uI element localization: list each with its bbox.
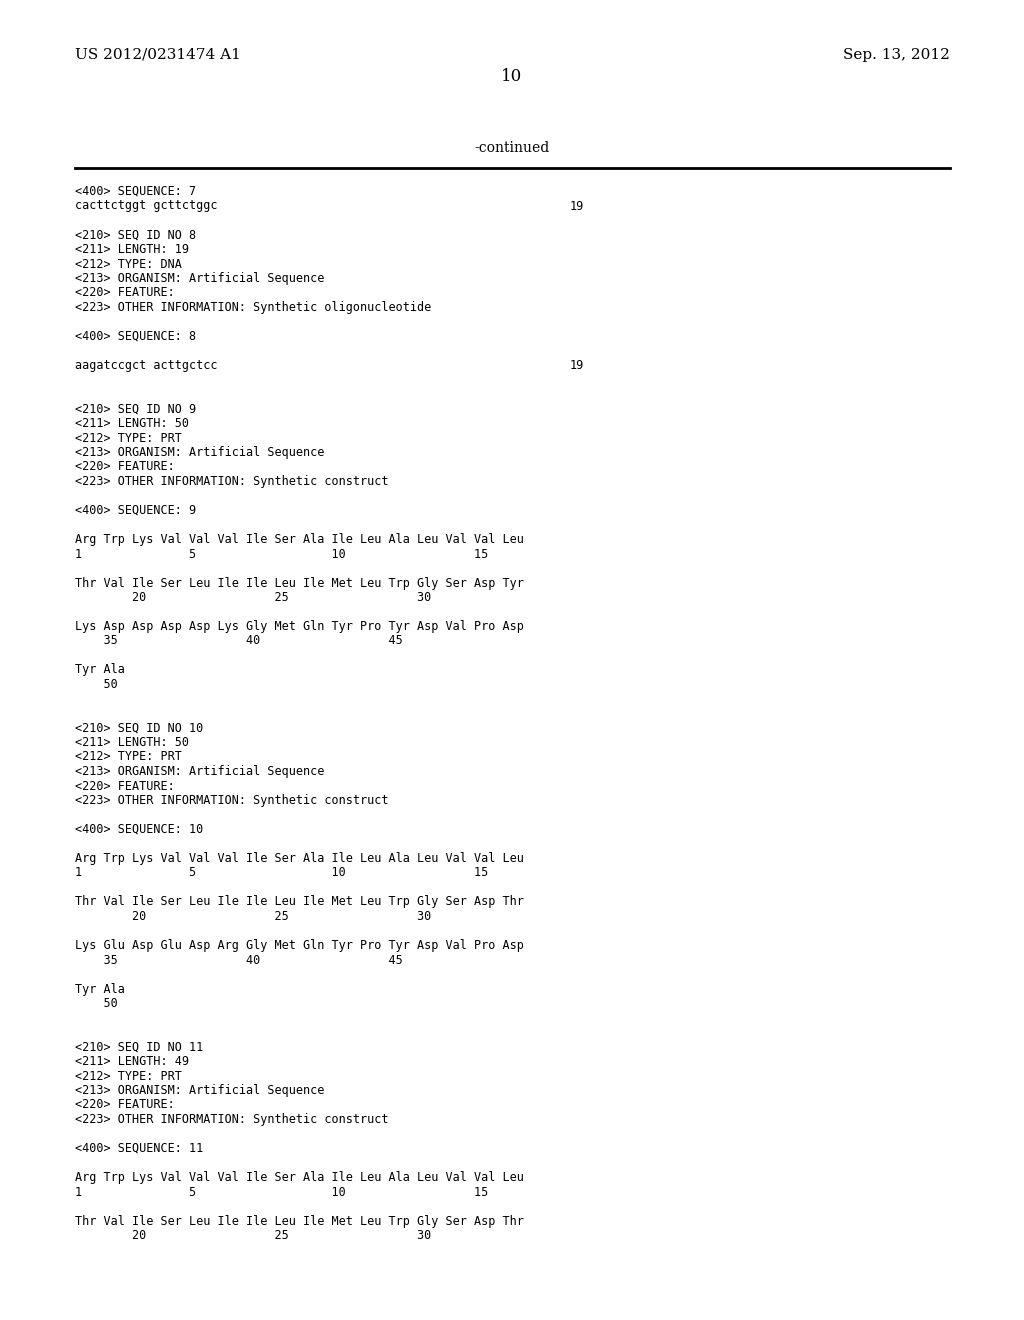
Text: <212> TYPE: DNA: <212> TYPE: DNA <box>75 257 182 271</box>
Text: <211> LENGTH: 50: <211> LENGTH: 50 <box>75 737 189 748</box>
Text: 50: 50 <box>75 678 118 690</box>
Text: <211> LENGTH: 50: <211> LENGTH: 50 <box>75 417 189 430</box>
Text: 20                  25                  30: 20 25 30 <box>75 591 431 605</box>
Text: <213> ORGANISM: Artificial Sequence: <213> ORGANISM: Artificial Sequence <box>75 272 325 285</box>
Text: Arg Trp Lys Val Val Val Ile Ser Ala Ile Leu Ala Leu Val Val Leu: Arg Trp Lys Val Val Val Ile Ser Ala Ile … <box>75 851 524 865</box>
Text: Lys Glu Asp Glu Asp Arg Gly Met Gln Tyr Pro Tyr Asp Val Pro Asp: Lys Glu Asp Glu Asp Arg Gly Met Gln Tyr … <box>75 939 524 952</box>
Text: 10: 10 <box>502 69 522 84</box>
Text: <212> TYPE: PRT: <212> TYPE: PRT <box>75 1069 182 1082</box>
Text: <211> LENGTH: 49: <211> LENGTH: 49 <box>75 1055 189 1068</box>
Text: <400> SEQUENCE: 8: <400> SEQUENCE: 8 <box>75 330 197 343</box>
Text: 19: 19 <box>570 199 585 213</box>
Text: <220> FEATURE:: <220> FEATURE: <box>75 461 175 474</box>
Text: 20                  25                  30: 20 25 30 <box>75 909 431 923</box>
Text: <220> FEATURE:: <220> FEATURE: <box>75 286 175 300</box>
Text: Thr Val Ile Ser Leu Ile Ile Leu Ile Met Leu Trp Gly Ser Asp Tyr: Thr Val Ile Ser Leu Ile Ile Leu Ile Met … <box>75 577 524 590</box>
Text: 19: 19 <box>570 359 585 372</box>
Text: Arg Trp Lys Val Val Val Ile Ser Ala Ile Leu Ala Leu Val Val Leu: Arg Trp Lys Val Val Val Ile Ser Ala Ile … <box>75 533 524 546</box>
Text: <210> SEQ ID NO 10: <210> SEQ ID NO 10 <box>75 722 203 734</box>
Text: aagatccgct acttgctcc: aagatccgct acttgctcc <box>75 359 217 372</box>
Text: 50: 50 <box>75 997 118 1010</box>
Text: <213> ORGANISM: Artificial Sequence: <213> ORGANISM: Artificial Sequence <box>75 766 325 777</box>
Text: <223> OTHER INFORMATION: Synthetic oligonucleotide: <223> OTHER INFORMATION: Synthetic oligo… <box>75 301 431 314</box>
Text: <223> OTHER INFORMATION: Synthetic construct: <223> OTHER INFORMATION: Synthetic const… <box>75 475 388 488</box>
Text: <400> SEQUENCE: 9: <400> SEQUENCE: 9 <box>75 504 197 517</box>
Text: <210> SEQ ID NO 8: <210> SEQ ID NO 8 <box>75 228 197 242</box>
Text: Arg Trp Lys Val Val Val Ile Ser Ala Ile Leu Ala Leu Val Val Leu: Arg Trp Lys Val Val Val Ile Ser Ala Ile … <box>75 1171 524 1184</box>
Text: <213> ORGANISM: Artificial Sequence: <213> ORGANISM: Artificial Sequence <box>75 446 325 459</box>
Text: <223> OTHER INFORMATION: Synthetic construct: <223> OTHER INFORMATION: Synthetic const… <box>75 1113 388 1126</box>
Text: cacttctggt gcttctggc: cacttctggt gcttctggc <box>75 199 217 213</box>
Text: <220> FEATURE:: <220> FEATURE: <box>75 1098 175 1111</box>
Text: <210> SEQ ID NO 9: <210> SEQ ID NO 9 <box>75 403 197 416</box>
Text: 35                  40                  45: 35 40 45 <box>75 953 402 966</box>
Text: <211> LENGTH: 19: <211> LENGTH: 19 <box>75 243 189 256</box>
Text: 1               5                   10                  15: 1 5 10 15 <box>75 548 488 561</box>
Text: <212> TYPE: PRT: <212> TYPE: PRT <box>75 751 182 763</box>
Text: Tyr Ala: Tyr Ala <box>75 982 125 995</box>
Text: <400> SEQUENCE: 7: <400> SEQUENCE: 7 <box>75 185 197 198</box>
Text: -continued: -continued <box>474 141 550 154</box>
Text: <212> TYPE: PRT: <212> TYPE: PRT <box>75 432 182 445</box>
Text: US 2012/0231474 A1: US 2012/0231474 A1 <box>75 48 241 62</box>
Text: <223> OTHER INFORMATION: Synthetic construct: <223> OTHER INFORMATION: Synthetic const… <box>75 795 388 807</box>
Text: <400> SEQUENCE: 11: <400> SEQUENCE: 11 <box>75 1142 203 1155</box>
Text: Sep. 13, 2012: Sep. 13, 2012 <box>843 48 950 62</box>
Text: Thr Val Ile Ser Leu Ile Ile Leu Ile Met Leu Trp Gly Ser Asp Thr: Thr Val Ile Ser Leu Ile Ile Leu Ile Met … <box>75 895 524 908</box>
Text: <210> SEQ ID NO 11: <210> SEQ ID NO 11 <box>75 1040 203 1053</box>
Text: Lys Asp Asp Asp Asp Lys Gly Met Gln Tyr Pro Tyr Asp Val Pro Asp: Lys Asp Asp Asp Asp Lys Gly Met Gln Tyr … <box>75 620 524 634</box>
Text: 1               5                   10                  15: 1 5 10 15 <box>75 1185 488 1199</box>
Text: 20                  25                  30: 20 25 30 <box>75 1229 431 1242</box>
Text: <220> FEATURE:: <220> FEATURE: <box>75 780 175 792</box>
Text: 35                  40                  45: 35 40 45 <box>75 635 402 648</box>
Text: 1               5                   10                  15: 1 5 10 15 <box>75 866 488 879</box>
Text: Tyr Ala: Tyr Ala <box>75 664 125 676</box>
Text: <213> ORGANISM: Artificial Sequence: <213> ORGANISM: Artificial Sequence <box>75 1084 325 1097</box>
Text: Thr Val Ile Ser Leu Ile Ile Leu Ile Met Leu Trp Gly Ser Asp Thr: Thr Val Ile Ser Leu Ile Ile Leu Ile Met … <box>75 1214 524 1228</box>
Text: <400> SEQUENCE: 10: <400> SEQUENCE: 10 <box>75 822 203 836</box>
